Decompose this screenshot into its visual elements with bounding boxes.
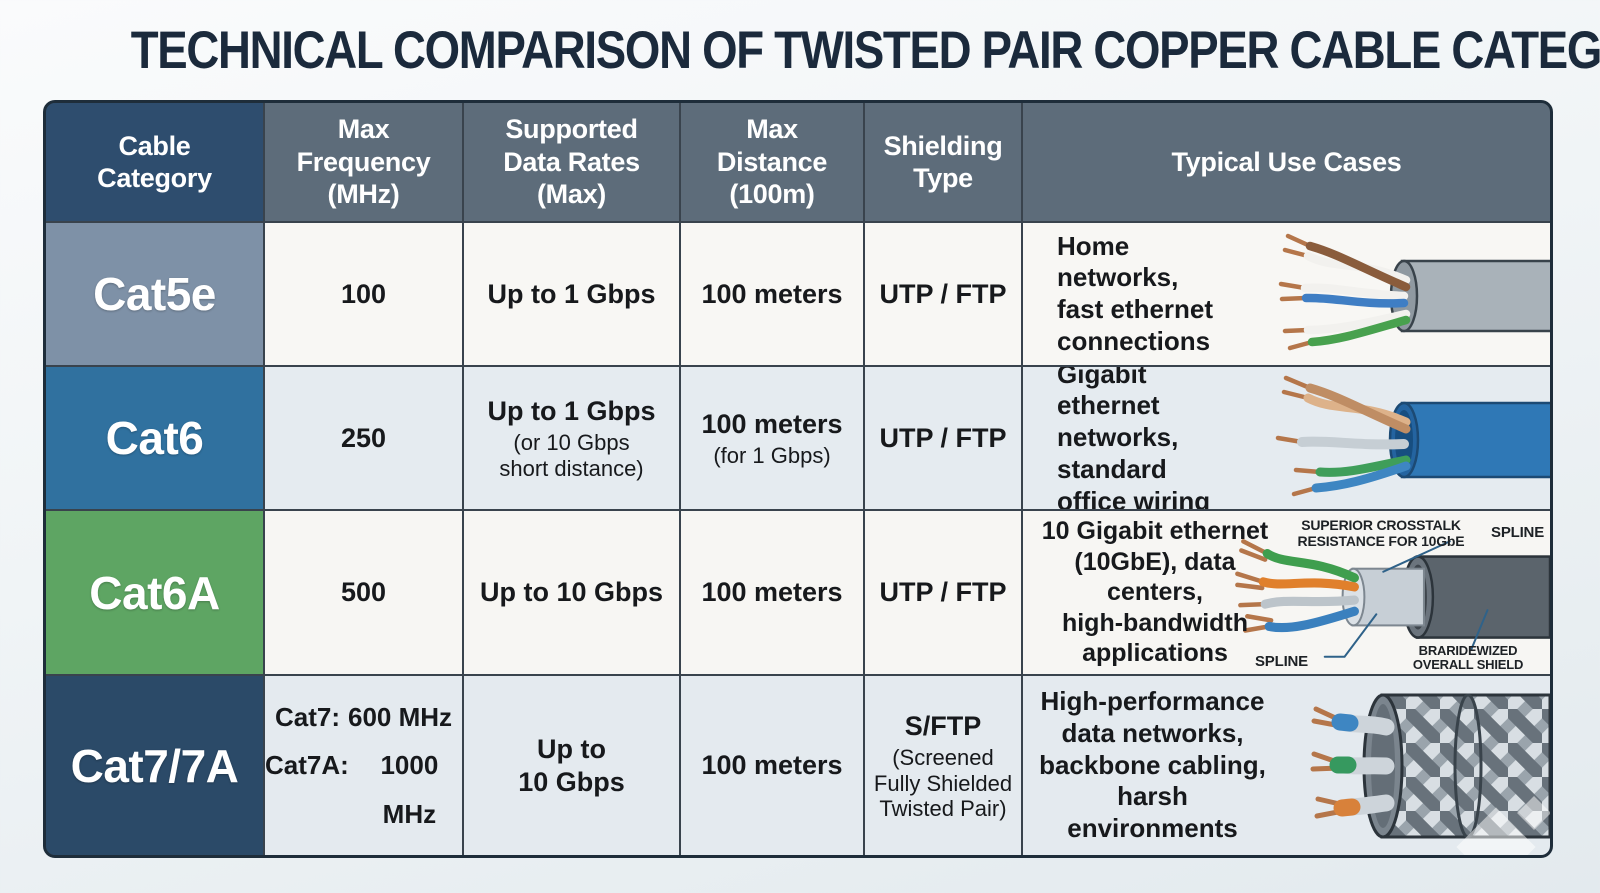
cat6-use-cases-text: Gigabit ethernet networks, standard offi… [1057,367,1211,511]
cat6a-use-cases-cell: 10 Gigabit ethernet (10GbE), data center… [1023,511,1550,676]
row-cat5e-category: Cat5e [46,223,265,367]
cat7a-frequency-line: Cat7A: 1000 MHz [265,741,462,837]
cat5e-use-cases-text: Home networks, fast ethernet connections [1057,230,1214,356]
cat6-data-rate-note: (or 10 Gbps short distance) [499,430,644,481]
cat6-shielding: UTP / FTP [865,367,1023,511]
header-cable-category: Cable Category [46,103,265,223]
cat7-frequency-line: Cat7: 600 MHz [275,693,452,741]
cat6-cable-illustration [1275,375,1550,497]
row-cat7-category: Cat7/7A [46,676,265,855]
cat6-data-rate: Up to 1 Gbps [487,396,656,426]
cat6a-use-cases-text: 10 Gigabit ethernet (10GbE), data center… [1041,517,1269,668]
cat6a-cable-illustration [1235,539,1550,658]
cat5e-frequency: 100 [265,223,464,367]
cat6-distance-note: (for 1 Gbps) [713,443,831,469]
cat7-frequency-value: 600 MHz [347,702,453,733]
header-use-cases: Typical Use Cases [1023,103,1550,223]
page-title-text: TECHNICAL COMPARISON OF TWISTED PAIR COP… [130,21,1600,80]
cat6a-shielding: UTP / FTP [865,511,1023,676]
cat7a-frequency-value: 1000 MHz [380,750,439,829]
cat5e-shielding: UTP / FTP [865,223,1023,367]
cat7-frequency-label: Cat7: [274,702,340,733]
cat5e-distance: 100 meters [681,223,865,367]
cat6a-distance: 100 meters [681,511,865,676]
cat6a-frequency: 500 [265,511,464,676]
header-data-rates: Supported Data Rates (Max) [464,103,681,223]
page-title: TECHNICAL COMPARISON OF TWISTED PAIR COP… [0,20,1600,81]
cat7-use-cases-text: High-performance data networks, backbone… [1039,686,1266,844]
header-max-frequency: Max Frequency (MHz) [265,103,464,223]
cat6a-annotation-spline-bottom: SPLINE [1255,653,1308,671]
cat6-distance: 100 meters [701,408,843,439]
cable-comparison-table: Cable Category Max Frequency (MHz) Suppo… [43,100,1553,858]
cat6-frequency: 250 [265,367,464,511]
cat6a-annotation-crosstalk: SUPERIOR CROSSTALK RESISTANCE FOR 10GbE [1297,517,1465,549]
cat7-distance: 100 meters [681,676,865,855]
cat5e-use-cases-cell: Home networks, fast ethernet connections [1023,223,1550,367]
cat7a-frequency-label: Cat7A: [265,750,349,781]
row-cat6a-category: Cat6A [46,511,265,676]
cat6a-data-rate: Up to 10 Gbps [464,511,681,676]
header-max-distance: Max Distance (100m) [681,103,865,223]
row-cat6-category: Cat6 [46,367,265,511]
cat5e-cable-illustration [1278,233,1550,351]
header-shielding-type: Shielding Type [865,103,1023,223]
cat6-data-rate-cell: Up to 1 Gbps (or 10 Gbps short distance) [464,367,681,511]
cat7-data-rate: Up to 10 Gbps [464,676,681,855]
cat6-distance-cell: 100 meters (for 1 Gbps) [681,367,865,511]
cat7-shielding-cell: S/FTP (Screened Fully Shielded Twisted P… [865,676,1023,855]
cat6-use-cases-cell: Gigabit ethernet networks, standard offi… [1023,367,1550,511]
cat6a-annotation-spline-top: SPLINE [1491,524,1544,541]
cat7-frequency-cell: Cat7: 600 MHz Cat7A: 1000 MHz [265,676,464,855]
cat6a-annotation-shield: BRARIDEWIZED OVERALL SHIELD [1412,642,1524,673]
cat7-use-cases-cell: High-performance data networks, backbone… [1023,676,1550,855]
cat5e-data-rate: Up to 1 Gbps [464,223,681,367]
cat7-shielding-note: (Screened Fully Shielded Twisted Pair) [873,745,1013,821]
cat7-shielding: S/FTP [904,710,982,741]
cat7-cable-illustration [1310,693,1550,839]
